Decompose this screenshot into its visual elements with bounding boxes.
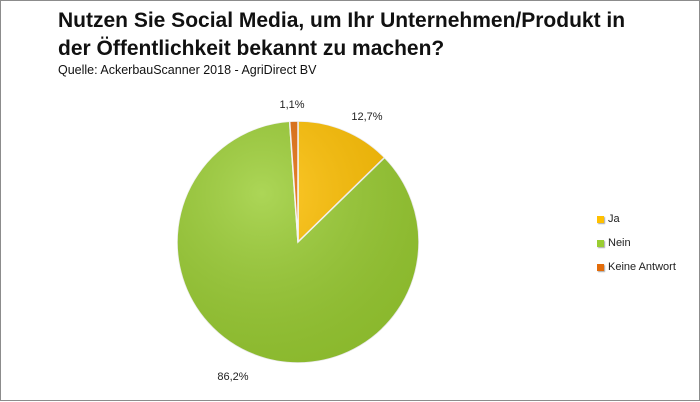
- legend-swatch-keine-antwort: [597, 263, 604, 271]
- legend: Ja Nein Keine Antwort: [597, 211, 676, 283]
- legend-swatch-ja: [597, 215, 604, 223]
- data-label-nein: 86,2%: [217, 371, 248, 383]
- chart-subtitle: Quelle: AckerbauScanner 2018 - AgriDirec…: [58, 63, 317, 77]
- data-label-ja: 12,7%: [351, 111, 382, 123]
- chart-title: Nutzen Sie Social Media, um Ihr Unterneh…: [58, 9, 626, 60]
- pie-data-labels: 12,7% 86,2% 1,1%: [217, 99, 382, 383]
- legend-label-nein: Nein: [608, 237, 631, 249]
- pie-slices: [176, 120, 420, 364]
- legend-item-nein: Nein: [597, 235, 676, 251]
- legend-label-ja: Ja: [608, 213, 620, 225]
- data-label-keine-antwort: 1,1%: [279, 99, 304, 111]
- legend-item-keine-antwort: Keine Antwort: [597, 259, 676, 275]
- legend-swatch-nein: [597, 239, 604, 247]
- legend-label-keine-antwort: Keine Antwort: [608, 261, 676, 273]
- legend-item-ja: Ja: [597, 211, 676, 227]
